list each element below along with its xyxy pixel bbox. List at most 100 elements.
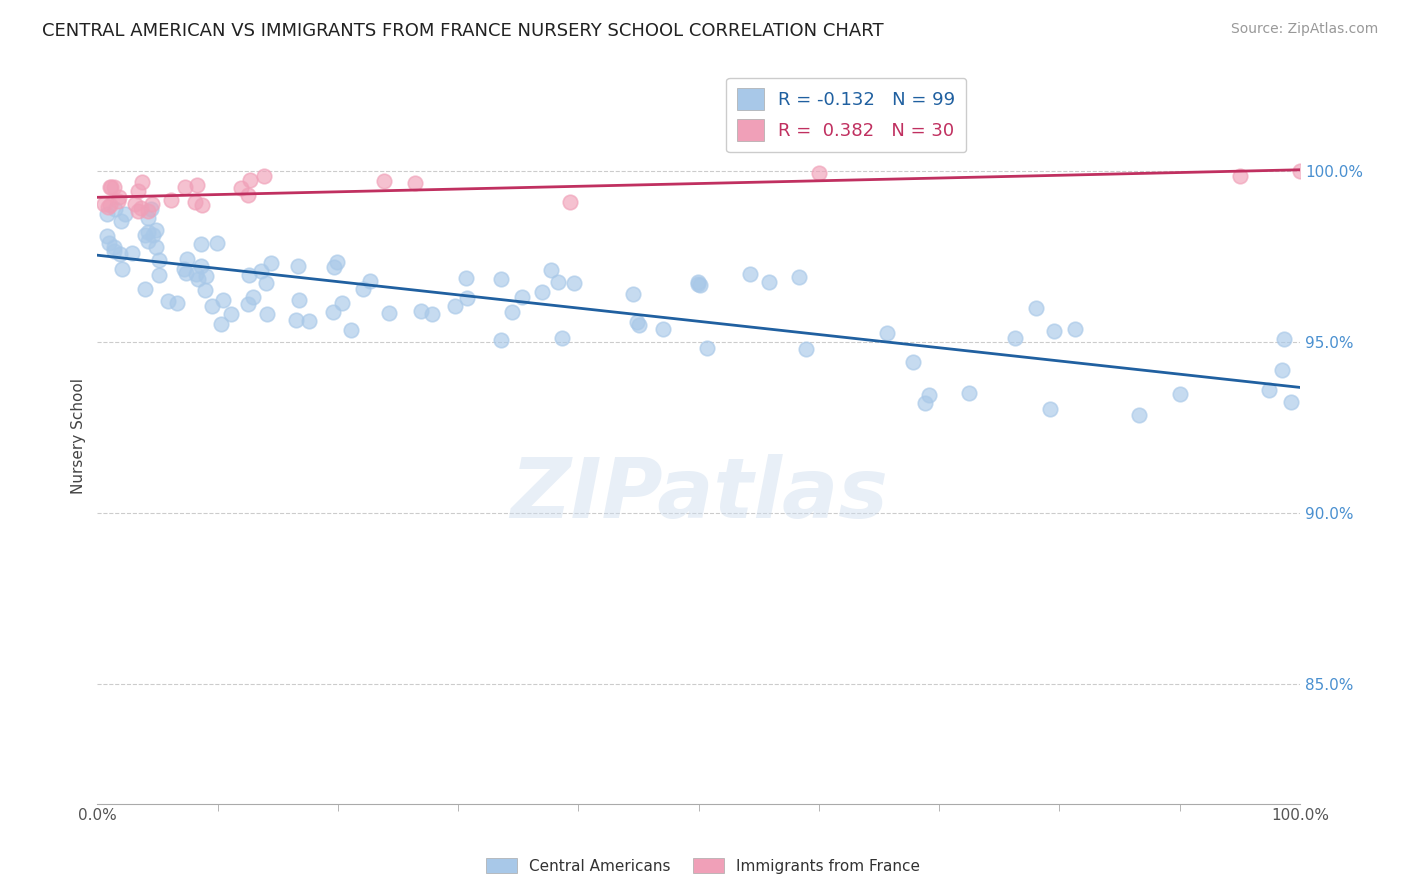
Point — [621, 286, 644, 301]
Point — [340, 323, 363, 337]
Point — [239, 173, 262, 187]
Point — [148, 253, 170, 268]
Point — [139, 202, 162, 216]
Point — [96, 229, 118, 244]
Point — [1004, 331, 1026, 345]
Point — [558, 195, 581, 210]
Point — [404, 177, 426, 191]
Point — [107, 189, 129, 203]
Point — [100, 180, 122, 194]
Point — [190, 198, 212, 212]
Point — [110, 214, 132, 228]
Point — [378, 306, 401, 320]
Point — [138, 234, 160, 248]
Point — [127, 184, 149, 198]
Point — [1128, 408, 1150, 422]
Point — [689, 277, 711, 292]
Point — [98, 236, 121, 251]
Point — [1039, 402, 1062, 417]
Text: ZIPatlas: ZIPatlas — [510, 454, 887, 535]
Point — [148, 268, 170, 282]
Point — [207, 236, 229, 251]
Point — [173, 262, 195, 277]
Point — [209, 317, 232, 331]
Point — [288, 293, 311, 307]
Point — [1168, 387, 1191, 401]
Point — [510, 290, 533, 304]
Point — [284, 312, 307, 326]
Point — [104, 202, 127, 217]
Point — [229, 181, 252, 195]
Point — [409, 304, 432, 318]
Point — [456, 270, 478, 285]
Point — [740, 268, 762, 282]
Point — [373, 174, 395, 188]
Point — [236, 296, 259, 310]
Legend: R = -0.132   N = 99, R =  0.382   N = 30: R = -0.132 N = 99, R = 0.382 N = 30 — [725, 78, 966, 153]
Point — [134, 228, 156, 243]
Point — [359, 274, 381, 288]
Point — [551, 331, 574, 345]
Point — [141, 197, 163, 211]
Point — [96, 207, 118, 221]
Y-axis label: Nursery School: Nursery School — [72, 378, 86, 494]
Point — [186, 178, 208, 193]
Point — [444, 299, 467, 313]
Point — [1064, 322, 1087, 336]
Point — [107, 194, 129, 208]
Point — [145, 240, 167, 254]
Point — [98, 197, 121, 211]
Point — [142, 227, 165, 242]
Point — [187, 272, 209, 286]
Point — [108, 246, 131, 260]
Point — [256, 307, 278, 321]
Point — [174, 180, 197, 194]
Point — [1279, 395, 1302, 409]
Point — [489, 334, 512, 348]
Point — [103, 180, 125, 194]
Point — [626, 315, 648, 329]
Point — [1025, 301, 1047, 316]
Point — [114, 207, 136, 221]
Point — [330, 296, 353, 310]
Point — [254, 276, 277, 290]
Point — [159, 193, 181, 207]
Point — [127, 203, 149, 218]
Point — [201, 299, 224, 313]
Point — [184, 194, 207, 209]
Text: Source: ZipAtlas.com: Source: ZipAtlas.com — [1230, 22, 1378, 37]
Point — [1257, 384, 1279, 398]
Point — [145, 223, 167, 237]
Point — [131, 175, 153, 189]
Point — [696, 341, 718, 355]
Point — [250, 264, 273, 278]
Point — [420, 307, 443, 321]
Point — [134, 282, 156, 296]
Point — [531, 285, 554, 299]
Point — [901, 355, 924, 369]
Point — [121, 246, 143, 260]
Point — [325, 255, 347, 269]
Point — [131, 201, 153, 215]
Point — [136, 203, 159, 218]
Point — [190, 237, 212, 252]
Point — [111, 262, 134, 277]
Point — [238, 268, 260, 282]
Point — [491, 272, 513, 286]
Point — [323, 260, 346, 274]
Point — [252, 169, 274, 184]
Point — [166, 296, 188, 310]
Point — [758, 276, 780, 290]
Point — [652, 322, 675, 336]
Point — [352, 282, 374, 296]
Point — [184, 268, 207, 282]
Point — [98, 180, 121, 194]
Point — [1229, 169, 1251, 183]
Point — [212, 293, 235, 307]
Point — [103, 244, 125, 258]
Point — [1272, 332, 1295, 346]
Point — [194, 283, 217, 297]
Point — [876, 326, 898, 340]
Point — [787, 270, 810, 285]
Point — [236, 187, 259, 202]
